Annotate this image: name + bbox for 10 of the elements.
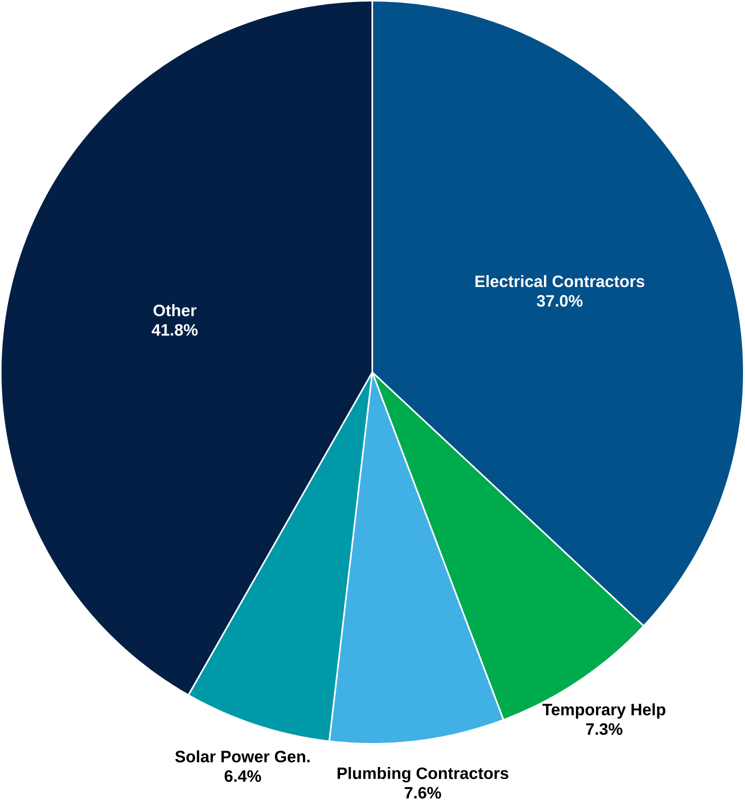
- slice-label: Solar Power Gen.: [175, 750, 310, 762]
- data-label: 6.4%: [224, 770, 262, 782]
- slice-label: Other: [154, 304, 197, 316]
- data-label: 37.0%: [537, 295, 583, 307]
- slice-label: Electrical Contractors: [476, 275, 645, 288]
- data-label: 41.8%: [152, 324, 198, 336]
- data-label: 7.6%: [404, 786, 442, 799]
- data-label: 7.3%: [586, 723, 623, 735]
- slice-label: Temporary Help: [542, 703, 666, 719]
- slice-label: Plumbing Contractors: [338, 767, 509, 782]
